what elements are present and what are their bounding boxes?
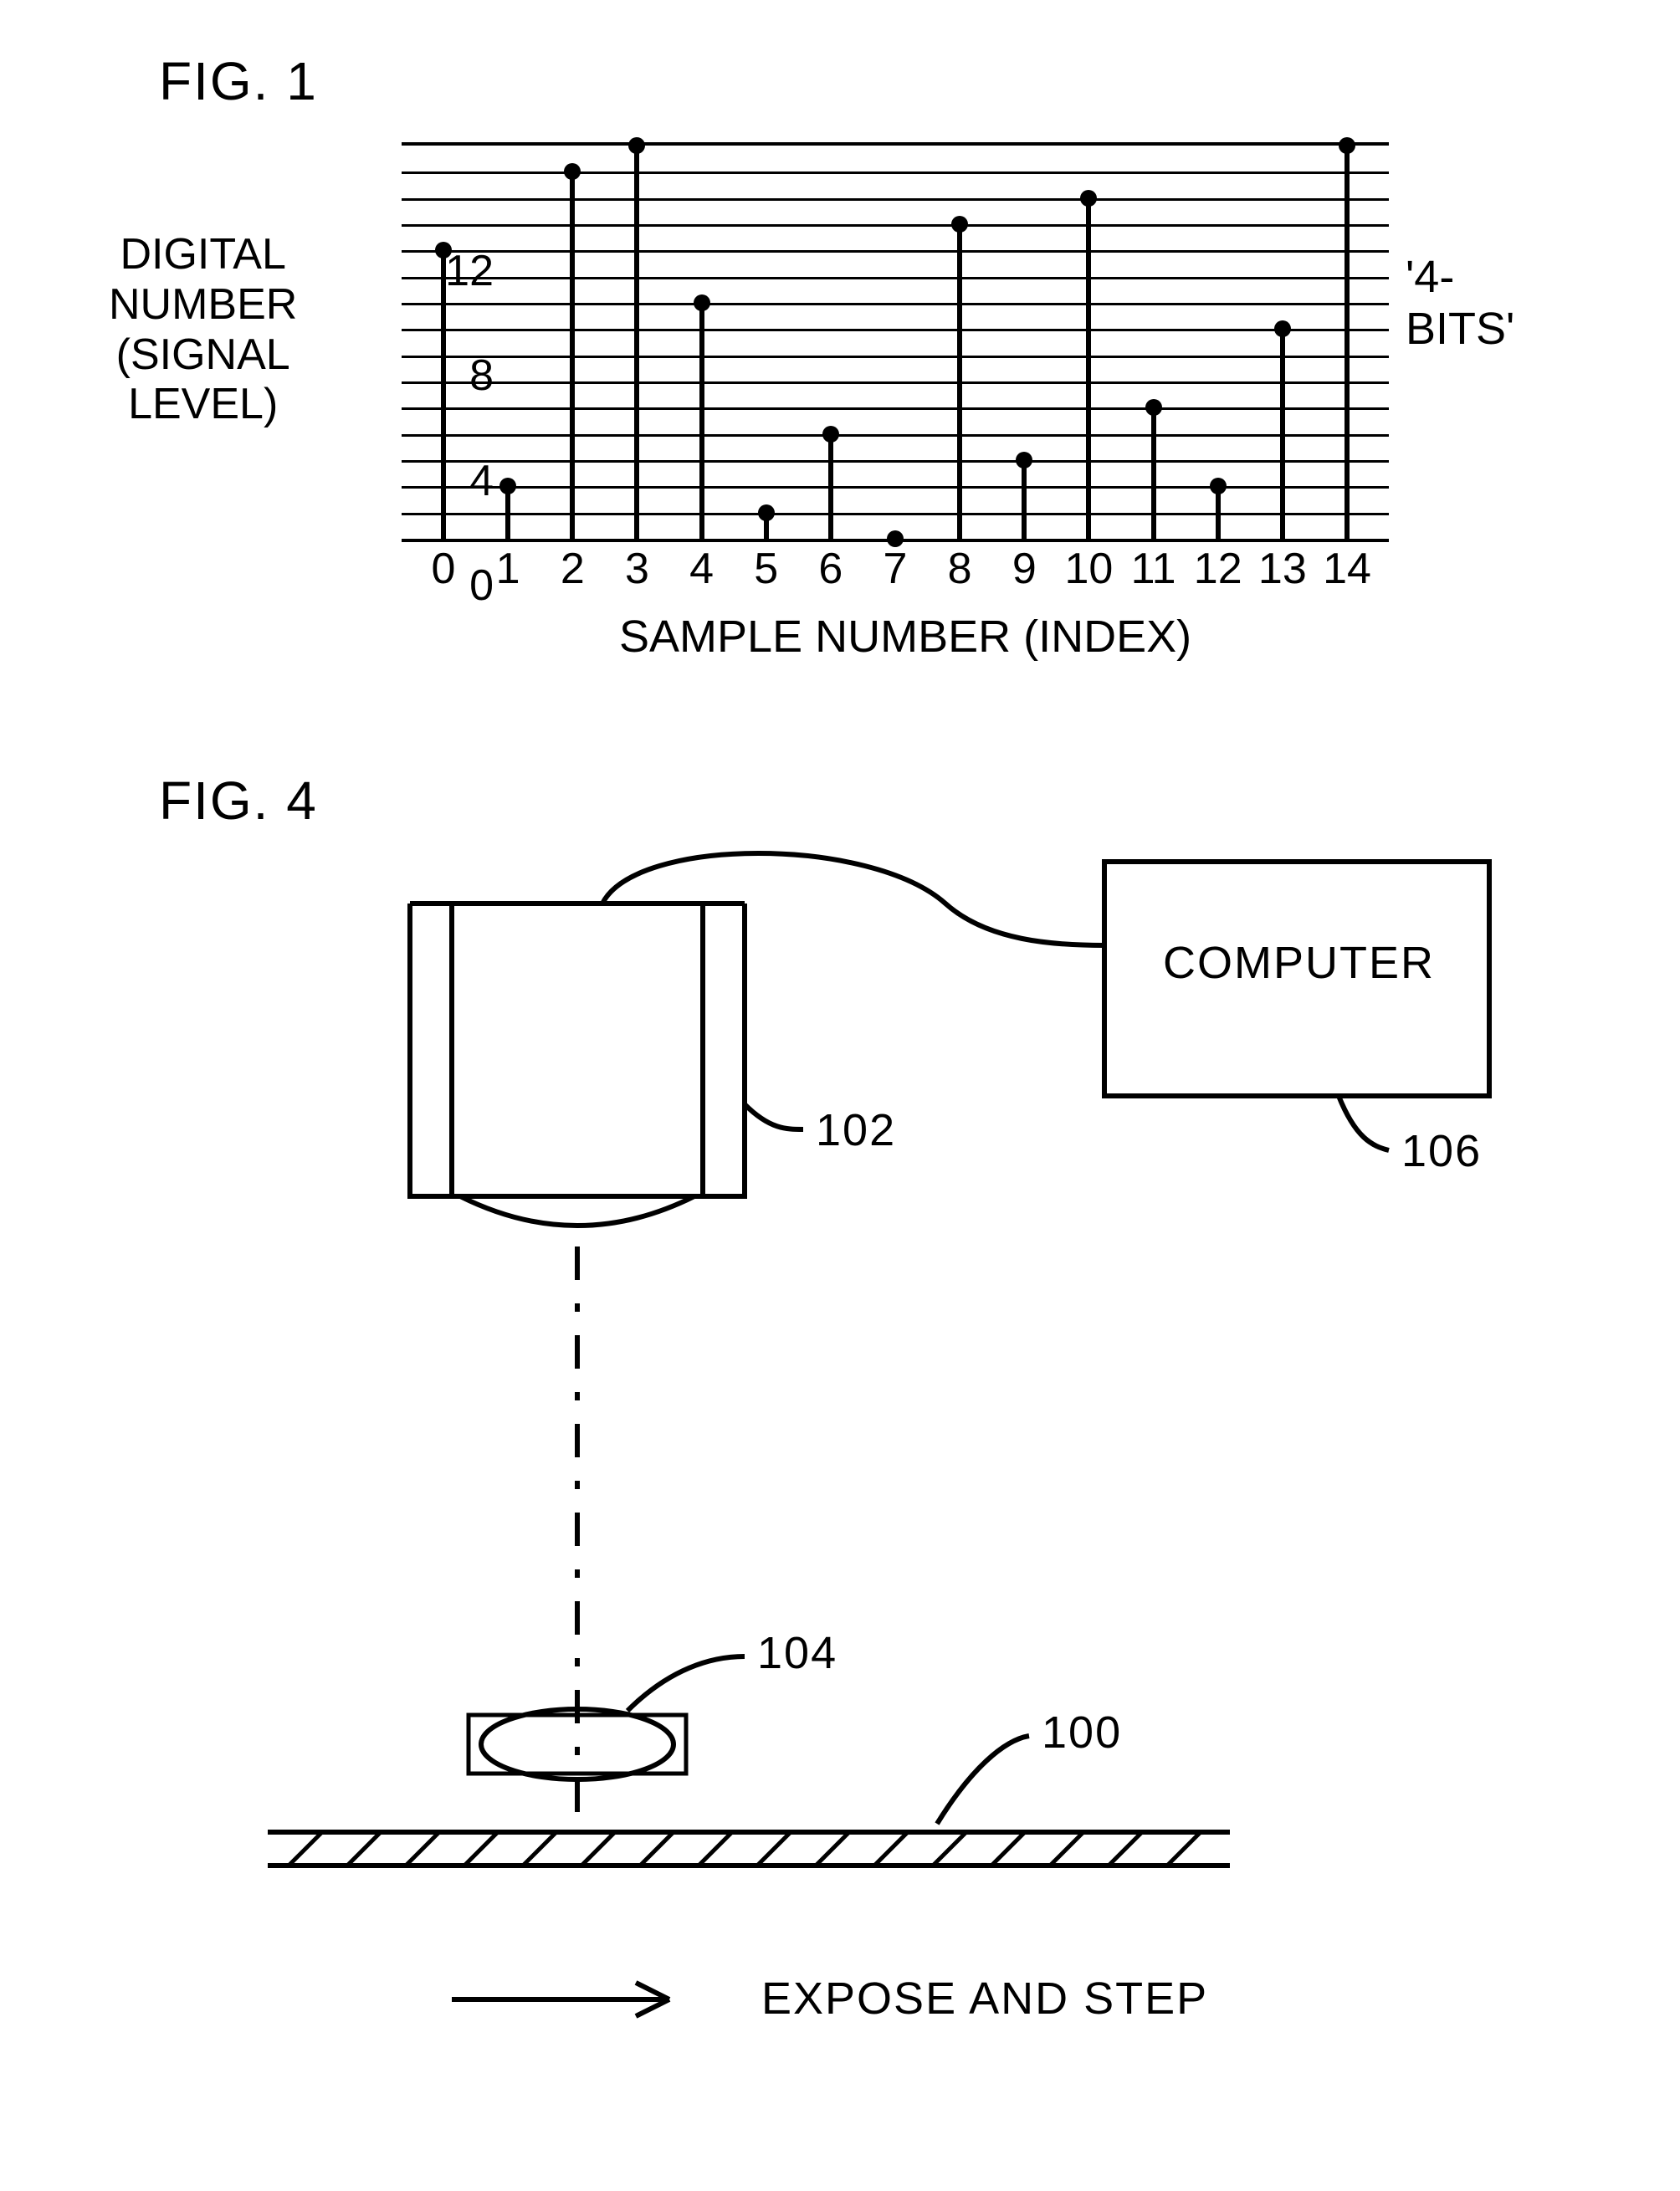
fig1-right-label: '4-BITS' [1406,251,1514,355]
stem [828,434,833,539]
gridline [402,224,1389,227]
leader-100 [937,1736,1029,1824]
fig1-plot [402,142,1389,542]
gridline [402,250,1389,253]
ylabel-line-2: (SIGNAL [109,330,297,381]
stem [634,146,639,539]
xtick: 12 [1194,544,1242,594]
gridline [402,171,1389,174]
gridline [402,329,1389,331]
stem [1022,460,1027,539]
xtick: 6 [818,544,843,594]
xtick: 5 [754,544,778,594]
gridline [402,513,1389,515]
xtick: 1 [496,544,520,594]
ref-102: 102 [816,1104,896,1156]
gridline [402,460,1389,463]
stem-dot [1274,320,1291,337]
stem [1151,407,1156,539]
fig1-label: FIG. 1 [159,50,318,112]
stem [570,171,575,539]
xtick: 13 [1258,544,1307,594]
ytick: 12 [445,246,494,296]
leader-104 [627,1656,745,1711]
leader-106 [1339,1096,1389,1150]
fig1-chart: '4-BITS' SAMPLE NUMBER (INDEX) 048120123… [402,142,1489,602]
stem [1086,198,1091,539]
gridline [402,486,1389,489]
camera-right-wall [703,904,745,1196]
fig1-xlabel: SAMPLE NUMBER (INDEX) [619,611,1191,663]
ref-104: 104 [757,1627,837,1679]
gridline [402,434,1389,437]
floor-hatch [289,1832,1201,1866]
ref-100: 100 [1042,1707,1122,1758]
expose-and-step: EXPOSE AND STEP [761,1973,1208,2025]
xtick: 3 [625,544,649,594]
stem-dot [694,294,710,311]
camera-lens [460,1196,694,1226]
xtick: 4 [689,544,714,594]
gridline [402,407,1389,410]
xtick: 8 [948,544,972,594]
page: FIG. 1 DIGITAL NUMBER (SIGNAL LEVEL) '4-… [0,0,1680,2191]
gridline [402,277,1389,279]
camera-cable [602,853,1104,945]
stem-dot [564,163,581,180]
xtick: 14 [1323,544,1371,594]
stem-dot [1016,452,1032,468]
ylabel-line-0: DIGITAL [109,230,297,280]
xtick: 0 [432,544,456,594]
stem-dot [951,216,968,233]
stem-dot [1080,190,1097,207]
camera-left-wall [410,904,452,1196]
gridline [402,381,1389,384]
stem-dot [1145,399,1162,416]
stem-dot [1210,478,1227,494]
stem [1345,146,1350,539]
ytick: 4 [469,456,494,506]
xtick: 11 [1131,544,1176,594]
ytick: 0 [469,561,494,611]
stem-dot [758,504,775,521]
leader-102 [745,1104,803,1129]
stem [699,303,704,539]
xtick: 10 [1065,544,1114,594]
ytick: 8 [469,351,494,401]
fig4-diagram: COMPUTER 102 106 104 100 EXPOSE AND STEP [100,770,1573,2108]
xtick: 9 [1012,544,1037,594]
gridline [402,198,1389,201]
stem-dot [628,137,645,154]
gridline [402,303,1389,305]
computer-label: COMPUTER [1163,937,1435,989]
stem [957,224,962,539]
xtick: 7 [884,544,908,594]
stem [1280,329,1285,539]
ylabel-line-3: LEVEL) [109,380,297,430]
ref-106: 106 [1401,1125,1482,1177]
gridline [402,356,1389,358]
ylabel-line-1: NUMBER [109,280,297,330]
stem-dot [1339,137,1355,154]
stem-dot [499,478,516,494]
stem-dot [822,426,839,443]
xtick: 2 [561,544,585,594]
fig1-ylabel: DIGITAL NUMBER (SIGNAL LEVEL) [109,230,297,430]
